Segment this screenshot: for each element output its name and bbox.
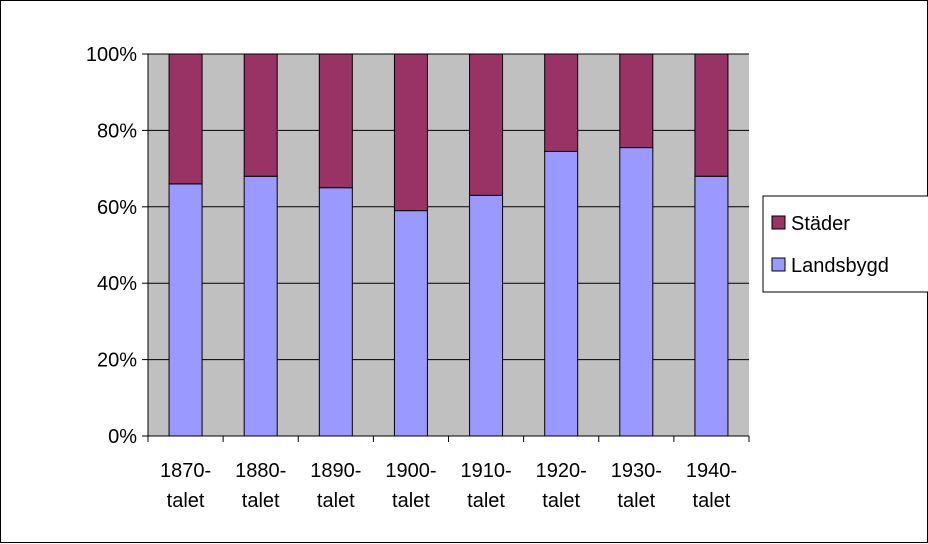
x-tick-label: 1920-talet <box>536 460 587 512</box>
bar-segment-städer <box>544 53 579 152</box>
x-tick-label: 1890-talet <box>310 460 361 512</box>
x-tick-label: 1880-talet <box>235 460 286 512</box>
bar-segment-landsbygd <box>619 147 654 437</box>
bars <box>168 53 729 437</box>
legend-label-landsbygd: Landsbygd <box>791 255 889 277</box>
legend-swatch-landsbygd <box>771 257 786 272</box>
bar-segment-landsbygd <box>243 175 278 437</box>
legend-swatch-städer <box>771 215 786 230</box>
plot-area <box>148 54 749 436</box>
x-tick-label: 1930-talet <box>611 460 662 512</box>
bar-segment-landsbygd <box>168 183 203 437</box>
y-tick-label: 100% <box>86 44 137 66</box>
bar-segment-städer <box>318 53 353 189</box>
y-tick-label: 80% <box>97 120 137 142</box>
bar-segment-landsbygd <box>694 175 729 437</box>
bar-segment-landsbygd <box>318 187 353 437</box>
y-tick-labels: 0% 20% 40% 60% 80% 100% <box>86 44 137 448</box>
x-tick-label: 1900-talet <box>385 460 436 512</box>
bar-segment-landsbygd <box>393 210 428 437</box>
x-tick-label: 1870-talet <box>160 460 211 512</box>
legend-box <box>762 195 928 293</box>
y-tick-label: 20% <box>97 350 137 372</box>
bar-segment-landsbygd <box>469 194 504 437</box>
y-tick-label: 0% <box>108 426 137 448</box>
x-tick-labels: 1870-talet 1880-talet 1890-talet 1900-talet… <box>160 460 737 512</box>
x-tick-label: 1910-talet <box>460 460 511 512</box>
legend: Städer Landsbygd <box>762 195 928 293</box>
bar-segment-städer <box>619 53 654 149</box>
bar-segment-städer <box>469 53 504 196</box>
y-tick-label: 60% <box>97 197 137 219</box>
bar-segment-städer <box>694 53 729 177</box>
bar-segment-städer <box>243 53 278 177</box>
x-tick-label: 1940-talet <box>686 460 737 512</box>
bar-segment-landsbygd <box>544 150 579 437</box>
bar-segment-städer <box>393 53 428 212</box>
y-tick-label: 40% <box>97 273 137 295</box>
bar-segment-städer <box>168 53 203 185</box>
legend-label-städer: Städer <box>791 213 850 235</box>
axes <box>142 53 750 442</box>
